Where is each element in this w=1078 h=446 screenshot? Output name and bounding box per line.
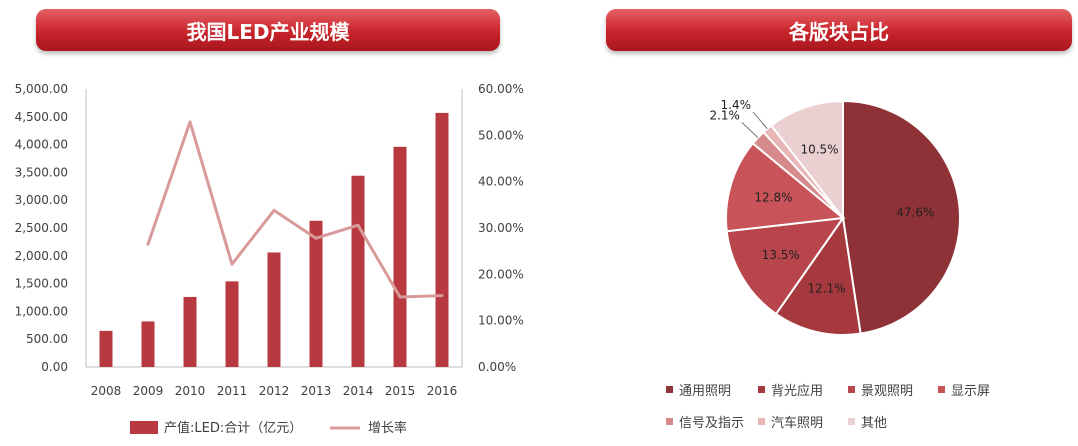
legend-label: 其他 [861, 416, 887, 431]
pie-slice-label: 10.5% [800, 142, 838, 156]
bar [393, 146, 407, 367]
legend-bar-swatch [130, 421, 158, 434]
pie-slice-label: 12.8% [754, 190, 792, 204]
legend-swatch [848, 418, 855, 425]
pie-chart: 47.6% 12.1% 13.5% 12.8% 2.1%1.4% 10.5% 通用照明 背光应… [666, 98, 990, 431]
bar [267, 252, 281, 367]
legend-label: 汽车照明 [771, 415, 823, 431]
legend-label: 通用照明 [679, 384, 731, 399]
right-chart-title: 各版块占比 [606, 9, 1072, 51]
growth-point [230, 262, 234, 266]
y2-tick-label: 40.00% [478, 175, 524, 189]
x-tick-label: 2009 [133, 384, 164, 398]
y-tick-label: 500.00 [26, 332, 68, 346]
left-chart-title: 我国LED产业规模 [36, 9, 500, 51]
legend-swatch [938, 386, 945, 393]
x-tick-label: 2013 [301, 384, 332, 398]
growth-line [146, 120, 443, 299]
pie-slice [769, 99, 844, 221]
x-tick-label: 2015 [385, 384, 416, 398]
y2-tick-label: 10.00% [478, 314, 524, 328]
y-tick-label: 1,500.00 [15, 277, 68, 291]
growth-point [440, 294, 444, 298]
legend-swatch [758, 386, 765, 393]
y2-tick-label: 30.00% [478, 221, 524, 235]
pie-slice-label: 2.1% [709, 109, 740, 123]
growth-point [146, 242, 150, 246]
pie-leader-line [741, 122, 759, 139]
y-tick-label: 3,000.00 [15, 193, 68, 207]
legend-swatch [848, 386, 855, 393]
pie-slice [725, 216, 846, 316]
y-tick-label: 3,500.00 [15, 165, 68, 179]
bar [435, 112, 449, 368]
pie-slice-label: 12.1% [807, 282, 845, 296]
y-tick-label: 1,000.00 [15, 304, 68, 318]
bar [141, 321, 155, 367]
pie-leader-line [752, 111, 768, 130]
bar [351, 175, 365, 367]
legend-swatch [666, 418, 673, 425]
x-tick-label: 2010 [175, 384, 206, 398]
x-tick-label: 2014 [343, 384, 374, 398]
x-tick-label: 2016 [427, 384, 458, 398]
y-tick-label: 2,000.00 [15, 249, 68, 263]
pie-slice [842, 99, 961, 335]
bar-line-chart: 0.00 500.00 1,000.00 1,500.00 2,000.00 2,500.… [15, 82, 524, 436]
x-tick-label: 2011 [217, 384, 248, 398]
legend-label: 显示屏 [951, 384, 990, 399]
x-tick-label: 2008 [91, 384, 122, 398]
growth-point [356, 223, 360, 227]
pie-slice-label: 1.4% [721, 98, 752, 112]
pie-slice-label: 47.6% [896, 206, 934, 220]
legend-label: 背光应用 [771, 383, 823, 399]
legend-label: 景观照明 [861, 384, 913, 399]
y-tick-label: 2,500.00 [15, 221, 68, 235]
y-tick-label: 5,000.00 [15, 82, 68, 96]
y2-tick-label: 20.00% [478, 267, 524, 281]
legend-label: 信号及指示 [679, 416, 744, 431]
x-tick-label: 2012 [259, 384, 290, 398]
y2-tick-label: 50.00% [478, 128, 524, 142]
legend-line-label: 增长率 [368, 420, 407, 436]
bar [309, 220, 323, 367]
y-tick-label: 0.00 [41, 360, 68, 374]
bar [225, 281, 239, 367]
growth-point [272, 208, 276, 212]
growth-point [314, 236, 318, 240]
legend-bar-label: 产值:LED:合计（亿元） [164, 420, 302, 436]
pie-slice-label: 13.5% [762, 248, 800, 262]
bar [183, 296, 197, 367]
pie-slice [774, 215, 862, 336]
growth-point [188, 120, 192, 124]
y-tick-label: 4,000.00 [15, 138, 68, 152]
pie-slice [725, 142, 846, 233]
legend-swatch [666, 386, 673, 393]
legend-swatch [758, 418, 765, 425]
y-tick-label: 4,500.00 [15, 110, 68, 124]
y2-tick-label: 60.00% [478, 82, 524, 96]
growth-point [398, 295, 402, 299]
y2-tick-label: 0.00% [478, 360, 516, 374]
bar [99, 330, 113, 367]
